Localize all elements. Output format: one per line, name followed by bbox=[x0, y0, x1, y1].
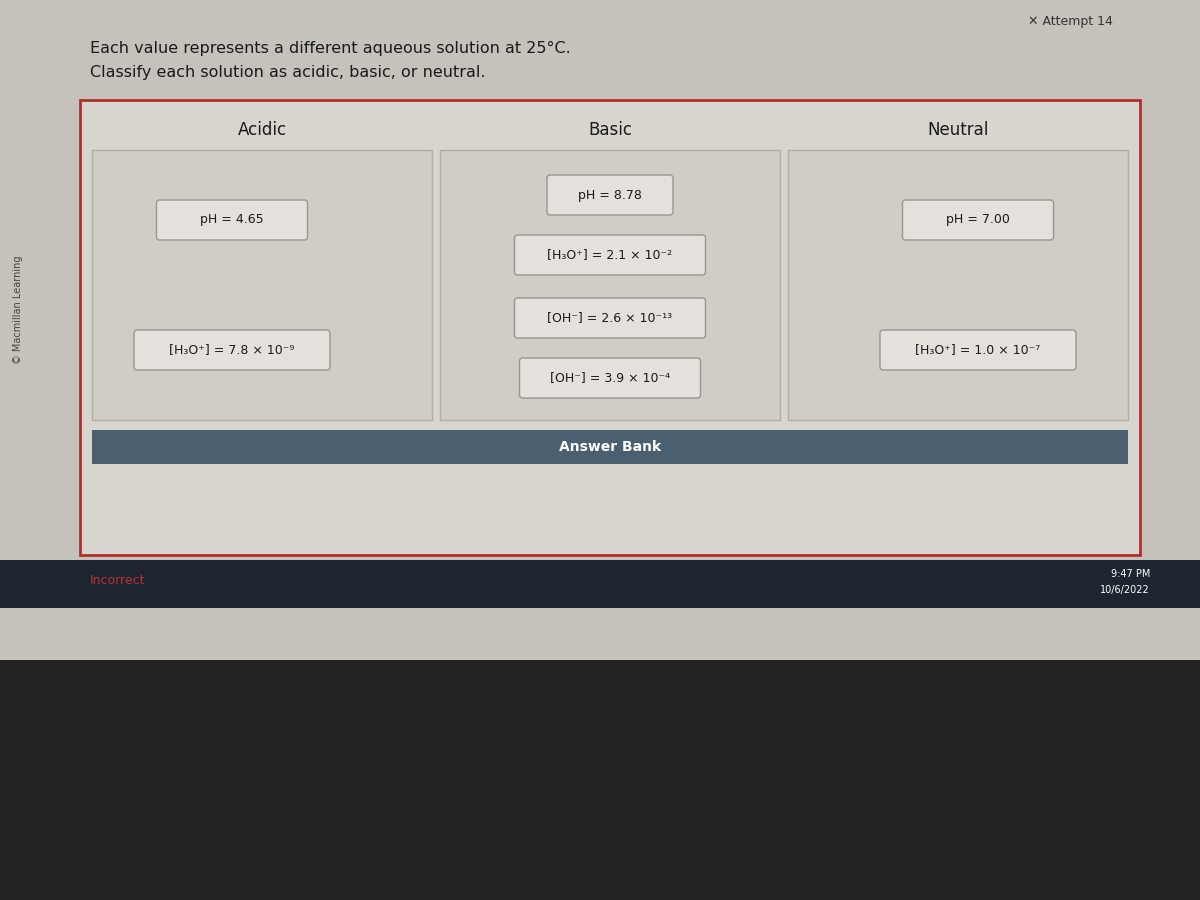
Text: 9:47 PM: 9:47 PM bbox=[1111, 569, 1150, 579]
FancyBboxPatch shape bbox=[515, 298, 706, 338]
Text: Incorrect: Incorrect bbox=[90, 573, 145, 587]
Text: © Macmillan Learning: © Macmillan Learning bbox=[13, 256, 23, 364]
Text: Basic: Basic bbox=[588, 121, 632, 139]
Text: Classify each solution as acidic, basic, or neutral.: Classify each solution as acidic, basic,… bbox=[90, 65, 486, 79]
FancyBboxPatch shape bbox=[134, 330, 330, 370]
FancyBboxPatch shape bbox=[788, 150, 1128, 420]
FancyBboxPatch shape bbox=[902, 200, 1054, 240]
FancyBboxPatch shape bbox=[0, 560, 1200, 608]
Text: Answer Bank: Answer Bank bbox=[559, 440, 661, 454]
Text: Neutral: Neutral bbox=[928, 121, 989, 139]
Text: ✕ Attempt 14: ✕ Attempt 14 bbox=[1027, 15, 1112, 29]
FancyBboxPatch shape bbox=[92, 150, 432, 420]
FancyBboxPatch shape bbox=[515, 235, 706, 275]
Text: pH = 8.78: pH = 8.78 bbox=[578, 188, 642, 202]
Text: [OH⁻] = 2.6 × 10⁻¹³: [OH⁻] = 2.6 × 10⁻¹³ bbox=[547, 311, 672, 325]
FancyBboxPatch shape bbox=[80, 100, 1140, 555]
Text: Each value represents a different aqueous solution at 25°C.: Each value represents a different aqueou… bbox=[90, 40, 571, 56]
FancyBboxPatch shape bbox=[92, 430, 1128, 464]
FancyBboxPatch shape bbox=[880, 330, 1076, 370]
FancyBboxPatch shape bbox=[520, 358, 701, 398]
FancyBboxPatch shape bbox=[156, 200, 307, 240]
Text: 10/6/2022: 10/6/2022 bbox=[1100, 585, 1150, 595]
Text: pH = 7.00: pH = 7.00 bbox=[946, 213, 1010, 227]
Text: [H₃O⁺] = 2.1 × 10⁻²: [H₃O⁺] = 2.1 × 10⁻² bbox=[547, 248, 672, 262]
Text: [H₃O⁺] = 1.0 × 10⁻⁷: [H₃O⁺] = 1.0 × 10⁻⁷ bbox=[916, 344, 1040, 356]
FancyBboxPatch shape bbox=[547, 175, 673, 215]
Text: Acidic: Acidic bbox=[238, 121, 287, 139]
Text: pH = 4.65: pH = 4.65 bbox=[200, 213, 264, 227]
FancyBboxPatch shape bbox=[440, 150, 780, 420]
FancyBboxPatch shape bbox=[0, 0, 1200, 660]
Text: [OH⁻] = 3.9 × 10⁻⁴: [OH⁻] = 3.9 × 10⁻⁴ bbox=[550, 372, 670, 384]
Text: [H₃O⁺] = 7.8 × 10⁻⁹: [H₃O⁺] = 7.8 × 10⁻⁹ bbox=[169, 344, 295, 356]
